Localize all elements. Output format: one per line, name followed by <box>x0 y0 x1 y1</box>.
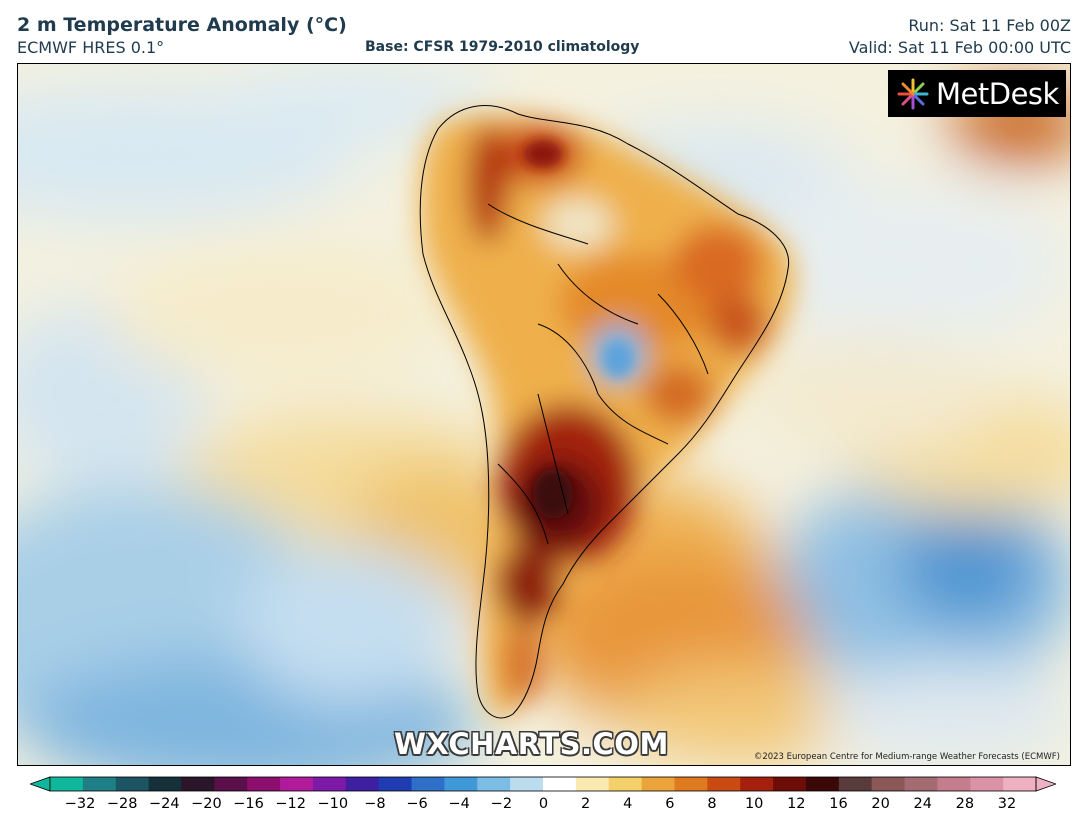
colorbar-tick-label: 16 <box>829 796 848 812</box>
colorbar-segment <box>970 777 1004 791</box>
colorbar-tick-label: 28 <box>955 796 975 812</box>
colorbar-segment <box>674 777 708 791</box>
colorbar-segment <box>641 777 675 791</box>
colorbar-tick-label: −28 <box>106 796 138 812</box>
colorbar-segment <box>148 777 182 791</box>
colorbar-tick-label: 6 <box>665 796 675 812</box>
colorbar-segment <box>312 777 347 791</box>
colorbar-ticks: −32 −28 −24 −20 −16 −12 −10 −8 −6 −4 −2 0 2 4 6 8 10 12 16… <box>0 796 1088 820</box>
colorbar-tick-label: −24 <box>148 796 180 812</box>
colorbar-segment <box>838 777 873 791</box>
colorbar-tick-label: −4 <box>448 796 470 812</box>
colorbar-tick-label: 8 <box>707 796 717 812</box>
colorbar-max-arrow <box>1035 776 1056 792</box>
chart-title: 2 m Temperature Anomaly (°C) <box>17 14 347 36</box>
colorbar-segment <box>345 777 380 791</box>
wxcharts-watermark: WXCHARTS.COM <box>394 727 669 761</box>
anomaly-map[interactable]: MetDesk WXCHARTS.COM ©2023 European Cent… <box>17 63 1071 766</box>
colorbar-tick-label: 32 <box>997 796 1017 812</box>
colorbar-tick-label: −8 <box>364 796 386 812</box>
model-label: ECMWF HRES 0.1° <box>17 38 165 57</box>
metdesk-logo: MetDesk <box>888 70 1066 117</box>
climatology-label: Base: CFSR 1979-2010 climatology <box>365 39 640 55</box>
colorbar-segment <box>247 777 281 791</box>
colorbar-tick-label: 10 <box>744 796 764 812</box>
colorbar-tick-label: 0 <box>538 796 549 812</box>
colorbar-segment <box>411 777 445 791</box>
colorbar-segment <box>214 777 248 791</box>
colorbar-segment <box>82 777 117 791</box>
colorbar-min-arrow <box>30 776 51 792</box>
run-label: Run: Sat 11 Feb 00Z <box>908 16 1071 35</box>
colorbar-segment <box>543 777 577 791</box>
colorbar-tick-label: 20 <box>871 796 890 812</box>
colorbar-tick-label: 4 <box>623 796 633 812</box>
colorbar-segment <box>937 777 971 791</box>
colorbar-tick-label: −10 <box>317 796 349 812</box>
colorbar-tick-label: 12 <box>787 796 806 812</box>
metdesk-logo-text: MetDesk <box>936 76 1059 111</box>
valid-label: Valid: Sat 11 Feb 00:00 UTC <box>848 38 1071 57</box>
colorbar-segment <box>50 777 84 791</box>
colorbar-tick-label: 2 <box>581 796 591 812</box>
colorbar-tick-label: −20 <box>191 796 222 812</box>
colorbar-segment <box>871 777 906 791</box>
colorbar-segment <box>707 777 741 791</box>
colorbar-segment <box>608 777 643 791</box>
colorbar-tick-label: −16 <box>233 796 264 812</box>
colorbar <box>30 776 1056 792</box>
colorbar-segment <box>740 777 774 791</box>
colorbar-segment <box>477 777 511 791</box>
colorbar-segment <box>805 777 840 791</box>
ecmwf-copyright: ©2023 European Centre for Medium-range W… <box>753 752 1060 762</box>
colorbar-tick-label: −2 <box>490 796 513 812</box>
colorbar-segment <box>904 777 938 791</box>
colorbar-tick-label: 24 <box>913 796 932 812</box>
anomaly-field <box>18 64 1070 765</box>
colorbar-tick-label: −6 <box>406 796 428 812</box>
colorbar-segment <box>1003 777 1037 791</box>
colorbar-segment <box>773 777 807 791</box>
colorbar-tick-label: −12 <box>275 796 306 812</box>
colorbar-segment <box>181 777 215 791</box>
colorbar-segment <box>378 777 413 791</box>
metdesk-star-icon <box>897 78 929 109</box>
colorbar-segment <box>510 777 544 791</box>
colorbar-segment <box>115 777 150 791</box>
colorbar-tick-label: −32 <box>64 796 96 812</box>
colorbar-segment <box>575 777 610 791</box>
colorbar-segment <box>280 777 314 791</box>
colorbar-segment <box>444 777 478 791</box>
